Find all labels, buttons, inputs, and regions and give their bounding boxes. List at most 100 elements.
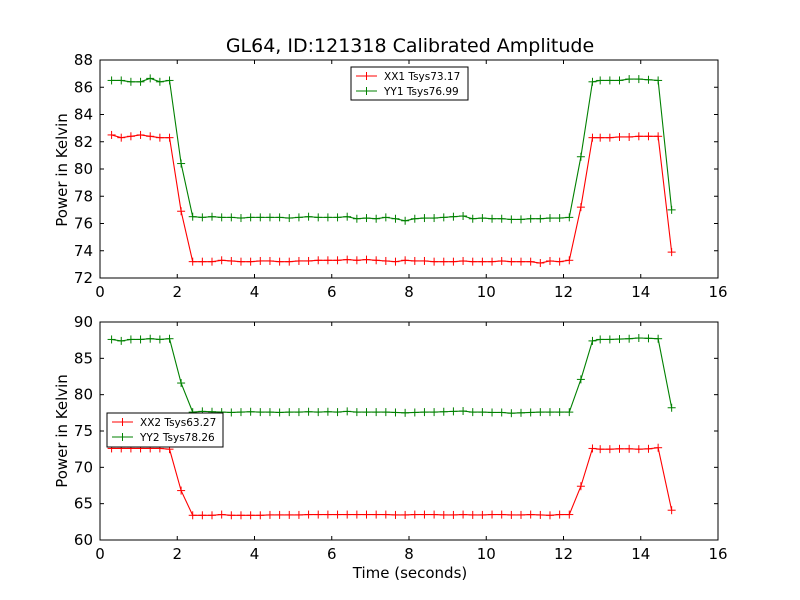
bottom-series-1-marker xyxy=(256,511,265,520)
bottom-series-1-marker xyxy=(420,510,429,519)
bottom-series-2-marker xyxy=(391,408,400,417)
bottom-series-1-marker xyxy=(526,510,535,519)
bottom-series-2-marker xyxy=(488,408,497,417)
bottom-series-1-marker xyxy=(478,510,487,519)
top-series-2-marker xyxy=(217,213,226,222)
bottom-series-line-2 xyxy=(111,337,673,414)
top-series-2-marker xyxy=(265,213,274,222)
bottom-series-2-marker xyxy=(615,335,624,344)
bottom-series-2-marker xyxy=(555,408,564,417)
bottom-series-1-marker xyxy=(507,510,516,519)
top-series-1-marker xyxy=(227,256,236,265)
top-x-tick-label: 16 xyxy=(708,283,727,301)
top-series-1-marker xyxy=(126,132,135,141)
top-series-2-marker xyxy=(439,213,448,222)
top-series-1-marker xyxy=(188,257,197,266)
top-series-line-1 xyxy=(111,134,673,264)
bottom-series-1-marker xyxy=(588,444,597,453)
bottom-series-2-marker xyxy=(625,334,634,343)
bottom-series-2-marker xyxy=(236,408,245,417)
bottom-series-1-marker xyxy=(362,510,371,519)
top-series-2-marker xyxy=(536,214,545,223)
bottom-series-2-marker xyxy=(459,407,468,416)
top-series-1-marker xyxy=(420,256,429,265)
top-series-2-marker xyxy=(526,214,535,223)
bottom-series-1-marker xyxy=(227,511,236,520)
top-series-1-marker xyxy=(294,256,303,265)
top-series-1-marker xyxy=(381,256,390,265)
bottom-series-1-marker xyxy=(410,510,419,519)
bottom-series-2-marker xyxy=(576,375,585,384)
top-y-tick-label: 84 xyxy=(74,106,93,124)
top-series-2-marker xyxy=(314,213,323,222)
top-series-1-marker xyxy=(117,133,126,142)
bottom-series-2-marker xyxy=(372,408,381,417)
top-legend-label-1: XX1 Tsys73.17 xyxy=(384,71,460,83)
bottom-series-1-marker xyxy=(625,444,634,453)
bottom-x-tick-label: 10 xyxy=(477,545,496,563)
top-series-2-marker xyxy=(236,214,245,223)
top-series-2-marker xyxy=(545,214,554,223)
top-series-line-2 xyxy=(111,77,673,222)
bottom-series-2-marker xyxy=(304,407,313,416)
bottom-series-2-marker xyxy=(117,336,126,345)
top-x-tick-label: 14 xyxy=(631,283,650,301)
bottom-series-1-marker xyxy=(536,510,545,519)
bottom-y-axis-label: Power in Kelvin xyxy=(53,374,71,488)
bottom-series-2-marker xyxy=(449,407,458,416)
top-y-tick-label: 72 xyxy=(74,269,93,287)
top-series-1-marker xyxy=(576,203,585,212)
bottom-series-2-marker xyxy=(227,408,236,417)
top-series-2-marker xyxy=(188,212,197,221)
top-series-2-marker xyxy=(275,213,284,222)
bottom-series-2-marker xyxy=(497,408,506,417)
top-series-2-marker xyxy=(117,76,126,85)
top-series-1-marker xyxy=(545,256,554,265)
bottom-y-tick-label: 65 xyxy=(74,495,93,513)
bottom-y-tick-label: 70 xyxy=(74,458,93,476)
top-series-2-marker xyxy=(555,214,564,223)
top-series-2-marker xyxy=(146,74,155,83)
top-series-2-marker xyxy=(468,214,477,223)
top-series-2-marker xyxy=(625,75,634,84)
top-series-2-marker xyxy=(420,214,429,223)
bottom-series-1-marker xyxy=(488,510,497,519)
bottom-x-tick-label: 4 xyxy=(250,545,260,563)
top-series-2-marker xyxy=(478,214,487,223)
bottom-y-tick-label: 75 xyxy=(74,422,93,440)
bottom-series-1-marker xyxy=(304,510,313,519)
bottom-series-1-marker xyxy=(198,511,207,520)
figure-title: GL64, ID:121318 Calibrated Amplitude xyxy=(226,35,594,57)
bottom-series-2-marker xyxy=(323,407,332,416)
bottom-series-1-marker xyxy=(517,510,526,519)
top-series-1-marker xyxy=(372,256,381,265)
top-series-2-marker xyxy=(246,213,255,222)
top-legend-box xyxy=(350,66,469,101)
top-series-1-marker xyxy=(208,257,217,266)
bottom-series-2-marker xyxy=(565,408,574,417)
top-series-1-marker xyxy=(323,256,332,265)
top-x-tick-label: 6 xyxy=(327,283,337,301)
top-series-1-marker xyxy=(588,133,597,142)
bottom-series-1-marker xyxy=(615,444,624,453)
top-x-tick-label: 4 xyxy=(250,283,260,301)
top-series-2-marker xyxy=(634,75,643,84)
top-series-1-marker xyxy=(265,256,274,265)
top-series-1-marker xyxy=(654,132,663,141)
top-series-1-marker xyxy=(517,257,526,266)
top-series-2-marker xyxy=(644,75,653,84)
top-series-2-marker xyxy=(488,214,497,223)
top-x-tick-label: 8 xyxy=(404,283,414,301)
top-series-1-marker xyxy=(596,133,605,142)
top-series-2-marker xyxy=(667,205,676,214)
bottom-series-2-marker xyxy=(644,334,653,343)
bottom-series-1-marker xyxy=(333,510,342,519)
bottom-x-tick-label: 0 xyxy=(95,545,105,563)
top-series-2-marker xyxy=(126,77,135,86)
top-series-1-marker xyxy=(314,256,323,265)
top-y-tick-label: 82 xyxy=(74,133,93,151)
top-series-1-marker xyxy=(605,133,614,142)
bottom-series-1-marker xyxy=(497,510,506,519)
top-series-1-marker xyxy=(625,132,634,141)
top-series-1-marker xyxy=(107,130,116,139)
